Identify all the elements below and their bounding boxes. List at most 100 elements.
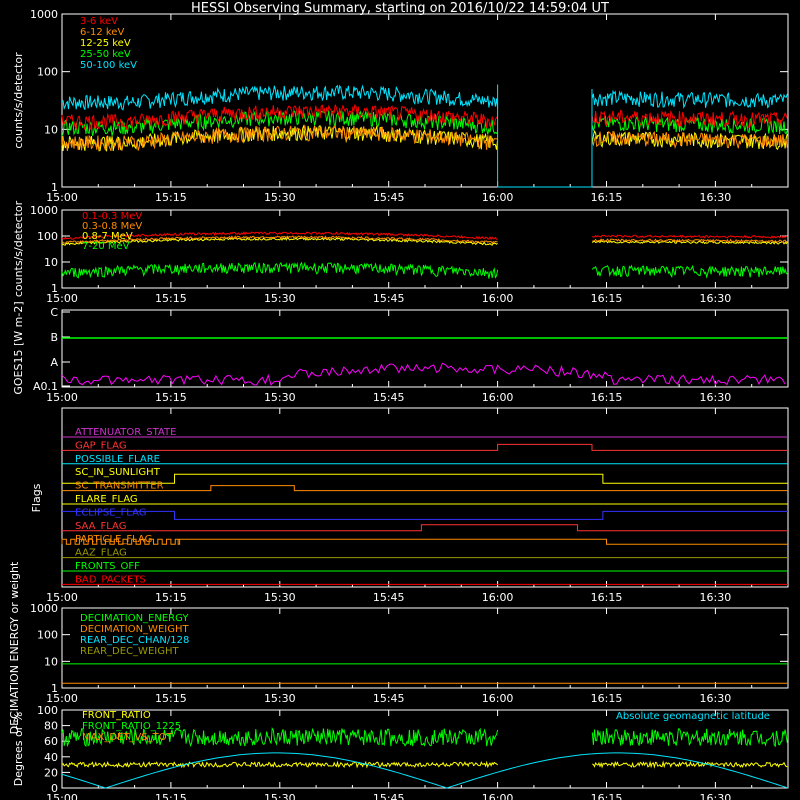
- flag-label: FRONTS_OFF: [75, 561, 140, 572]
- x-tick-label: 15:00: [46, 692, 78, 705]
- series-line-12-25-keV: [61, 123, 788, 153]
- x-tick-label: 15:45: [373, 391, 405, 404]
- x-tick-label: 16:30: [700, 391, 732, 404]
- x-tick-label: 16:15: [591, 292, 623, 305]
- flag-label: GAP_FLAG: [75, 440, 127, 451]
- flag-label: SAA_FLAG: [75, 521, 126, 532]
- x-tick-label: 16:30: [700, 591, 732, 604]
- legend-entry: 3-6 keV: [80, 16, 118, 27]
- series-line-0.1-0.3-MeV: [61, 231, 788, 241]
- y-axis-label: Flags: [30, 483, 43, 512]
- y-tick-label: A: [50, 356, 58, 369]
- y-tick-label: 100: [37, 230, 58, 243]
- x-tick-label: 15:30: [264, 292, 296, 305]
- y-axis-label: counts/s/detector: [12, 200, 25, 297]
- legend-entry: 50-100 keV: [80, 60, 137, 71]
- legend-entry: 25-50 keV: [80, 49, 131, 60]
- gap-trace: [497, 84, 593, 188]
- y-tick-label: 1: [51, 282, 58, 295]
- x-tick-label: 15:15: [155, 591, 187, 604]
- geomagnetic-latitude-line: [61, 752, 789, 789]
- goes-short-line: [61, 362, 786, 386]
- x-tick-label: 15:30: [264, 792, 296, 800]
- x-tick-label: 15:45: [373, 191, 405, 204]
- legend-entry: 0.1-0.3 MeV: [82, 211, 142, 222]
- y-axis-label: GOES15 [W m-2]: [12, 301, 25, 394]
- x-tick-label: 15:45: [373, 792, 405, 800]
- flag-line-saa_flag: [62, 524, 788, 532]
- chart-title: HESSI Observing Summary, starting on 201…: [191, 1, 609, 16]
- y-axis-label: Degrees or %: [12, 712, 25, 786]
- series-line-50-100-keV: [61, 84, 788, 111]
- y-tick-label: 100: [37, 704, 58, 717]
- front-ratio-line: [61, 760, 788, 769]
- flag-line-gap_flag: [62, 443, 788, 451]
- x-tick-label: 16:15: [591, 391, 623, 404]
- flag-label: SC_TRANSMITTER: [75, 481, 164, 492]
- legend-entry: 6-12 keV: [80, 27, 124, 38]
- legend-entry: REAR_DEC_WEIGHT: [80, 646, 179, 657]
- legend-entry: 0.3-0.8 MeV: [82, 221, 142, 232]
- y-tick-label: 1000: [30, 204, 58, 217]
- x-tick-label: 16:00: [482, 792, 514, 800]
- x-tick-label: 16:00: [482, 391, 514, 404]
- y-tick-label: B: [50, 331, 58, 344]
- x-tick-label: 15:30: [264, 191, 296, 204]
- flag-line-sc_in_sunlight: [62, 473, 788, 484]
- flag-label: PARTICLE_FLAG: [75, 534, 152, 545]
- x-tick-label: 16:30: [700, 191, 732, 204]
- flag-label: AAZ_FLAG: [75, 548, 127, 559]
- x-tick-label: 15:00: [46, 792, 78, 800]
- flag-line-eclipse_flag: [62, 510, 788, 520]
- x-tick-label: 16:00: [482, 191, 514, 204]
- x-tick-label: 15:15: [155, 391, 187, 404]
- x-tick-label: 16:00: [482, 692, 514, 705]
- x-tick-label: 15:15: [155, 292, 187, 305]
- flag-label: ECLIPSE_FLAG: [75, 507, 146, 518]
- x-tick-label: 16:00: [482, 292, 514, 305]
- flag-label: POSSIBLE_FLARE: [75, 454, 160, 465]
- legend-entry: 12-25 keV: [80, 38, 131, 49]
- x-tick-label: 15:00: [46, 292, 78, 305]
- legend-entry: DECIMATION_ENERGY: [80, 613, 189, 624]
- legend-entry: FRONT_RATIO_1225: [82, 721, 181, 732]
- plot-frame: [61, 209, 789, 289]
- y-tick-label: 80: [44, 720, 58, 733]
- legend-entry: REAR_DEC_CHAN/128: [80, 635, 189, 646]
- x-tick-label: 15:45: [373, 692, 405, 705]
- y-tick-label: 0: [51, 782, 58, 795]
- x-tick-label: 16:00: [482, 591, 514, 604]
- series-line-7-20-MeV: [61, 261, 788, 279]
- x-tick-label: 15:15: [155, 191, 187, 204]
- y-axis-label: DECIMATION ENERGY or weight: [8, 561, 21, 734]
- x-tick-label: 15:15: [155, 692, 187, 705]
- x-tick-label: 15:00: [46, 191, 78, 204]
- x-tick-label: 16:15: [591, 191, 623, 204]
- flag-line-particle_flag: [61, 538, 788, 545]
- y-tick-label: 1000: [30, 8, 58, 21]
- x-tick-label: 15:30: [264, 591, 296, 604]
- x-tick-label: 16:30: [700, 792, 732, 800]
- legend-entry: MAX_DET_VS_TOT: [82, 732, 174, 743]
- legend-entry: FRONT_RATIO: [82, 710, 151, 721]
- annotation-geomagnetic-latitude: Absolute geomagnetic latitude: [616, 711, 770, 722]
- x-tick-label: 16:15: [591, 692, 623, 705]
- plot-frame: [61, 309, 789, 388]
- front-ratio-1225-line: [61, 727, 788, 748]
- y-tick-label: 40: [44, 751, 58, 764]
- y-tick-label: C: [50, 306, 58, 319]
- flag-label: BAD_PACKETS: [75, 574, 146, 585]
- y-tick-label: 1: [51, 682, 58, 695]
- y-tick-label: 60: [44, 735, 58, 748]
- flag-label: ATTENUATOR_STATE: [75, 427, 176, 438]
- legend-entry: 0.8-7 MeV: [82, 231, 133, 242]
- x-tick-label: 15:45: [373, 292, 405, 305]
- y-tick-label: 10: [44, 655, 58, 668]
- series-line-0.8-7-MeV: [61, 236, 788, 246]
- y-tick-label: 1000: [30, 602, 58, 615]
- flag-label: FLARE_FLAG: [75, 494, 138, 505]
- flag-label: SC_IN_SUNLIGHT: [75, 467, 161, 478]
- x-tick-label: 15:30: [264, 391, 296, 404]
- y-tick-label: 20: [44, 766, 58, 779]
